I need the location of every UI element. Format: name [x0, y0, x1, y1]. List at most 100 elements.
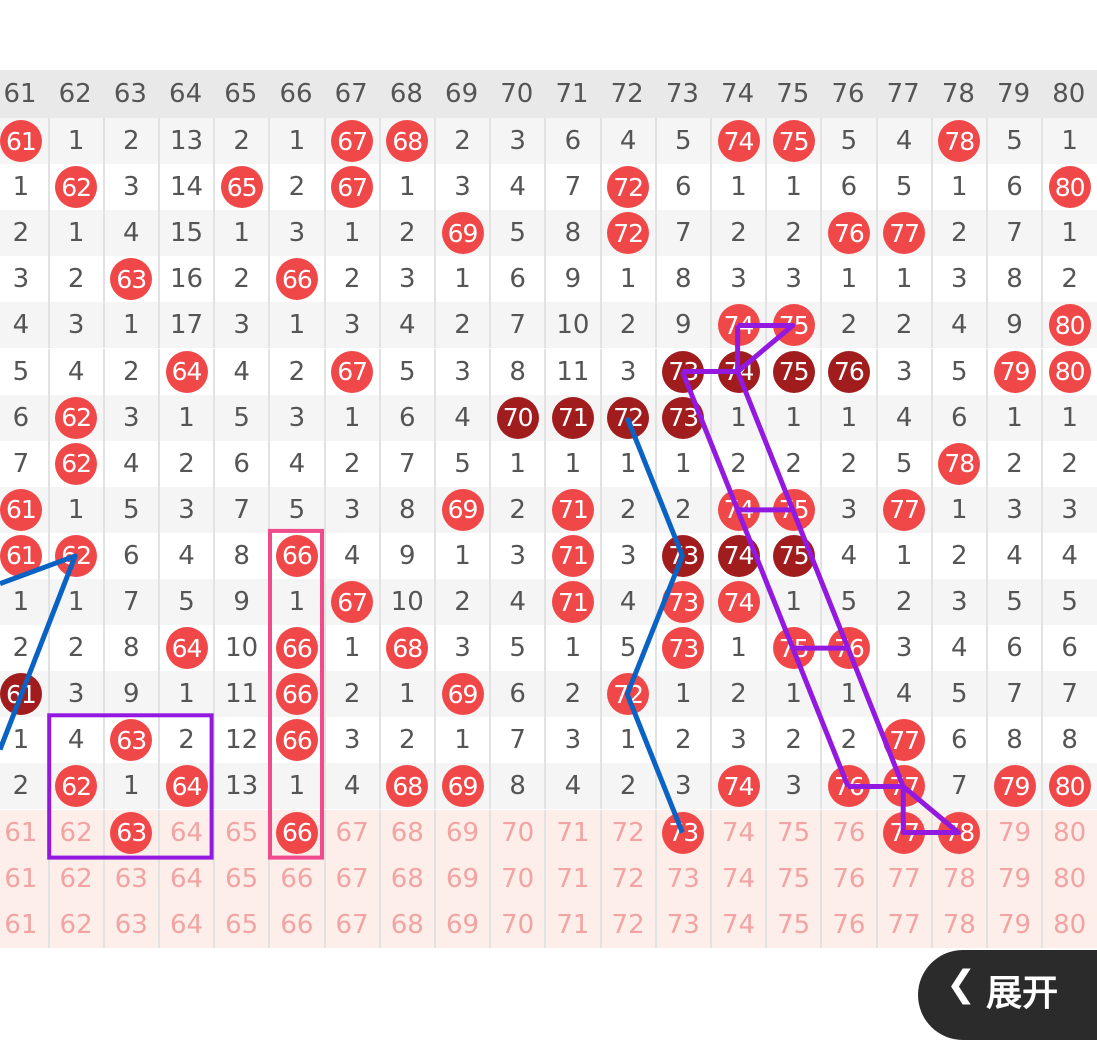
- omission-cell[interactable]: 4: [102, 210, 158, 257]
- omission-cell[interactable]: 2: [378, 717, 434, 764]
- omission-cell[interactable]: 2: [0, 210, 47, 256]
- omission-cell[interactable]: 80: [1041, 901, 1096, 948]
- omission-cell[interactable]: 3: [213, 302, 268, 349]
- number-cell[interactable]: 65: [213, 164, 268, 211]
- number-cell[interactable]: 68: [378, 118, 434, 164]
- omission-cell[interactable]: 9: [986, 302, 1041, 349]
- omission-cell[interactable]: 5: [1041, 579, 1096, 625]
- number-cell[interactable]: 67: [323, 164, 379, 211]
- omission-cell[interactable]: 11: [544, 348, 599, 395]
- omission-cell[interactable]: 1: [765, 579, 820, 625]
- omission-cell[interactable]: 3: [765, 256, 820, 303]
- number-cell[interactable]: 69: [434, 763, 489, 810]
- omission-cell[interactable]: 75: [765, 809, 820, 856]
- omission-cell[interactable]: 3: [0, 256, 47, 302]
- omission-cell[interactable]: 63: [102, 855, 158, 902]
- omission-cell[interactable]: 75: [765, 855, 820, 902]
- number-cell[interactable]: 77: [875, 486, 931, 533]
- omission-cell[interactable]: 5: [489, 625, 544, 672]
- omission-cell[interactable]: 7: [213, 486, 268, 533]
- omission-cell[interactable]: 2: [434, 302, 489, 349]
- omission-cell[interactable]: 64: [158, 809, 213, 856]
- omission-cell[interactable]: 5: [875, 440, 931, 487]
- omission-cell[interactable]: 2: [47, 625, 103, 672]
- number-cell[interactable]: 61: [0, 487, 47, 533]
- number-cell[interactable]: 79: [986, 348, 1041, 395]
- number-cell[interactable]: 75: [765, 302, 820, 349]
- omission-cell[interactable]: 1: [930, 164, 986, 211]
- number-cell[interactable]: 67: [323, 579, 379, 625]
- omission-cell[interactable]: 8: [986, 717, 1041, 764]
- omission-cell[interactable]: 2: [323, 440, 379, 487]
- omission-cell[interactable]: 3: [323, 717, 379, 764]
- omission-cell[interactable]: 8: [489, 763, 544, 810]
- omission-cell[interactable]: 73: [654, 855, 710, 902]
- number-cell[interactable]: 67: [323, 348, 379, 395]
- omission-cell[interactable]: 1: [875, 532, 931, 579]
- number-cell[interactable]: 73: [654, 579, 710, 625]
- omission-cell[interactable]: 2: [765, 210, 820, 257]
- omission-cell[interactable]: 1: [47, 118, 103, 164]
- number-cell[interactable]: 74: [710, 118, 765, 164]
- omission-cell[interactable]: 1: [544, 625, 599, 672]
- omission-cell[interactable]: 1: [599, 440, 655, 487]
- number-cell[interactable]: 68: [378, 763, 434, 810]
- omission-cell[interactable]: 5: [489, 210, 544, 257]
- omission-cell[interactable]: 61: [0, 902, 47, 948]
- omission-cell[interactable]: 69: [434, 855, 489, 902]
- omission-cell[interactable]: 4: [986, 532, 1041, 579]
- omission-cell[interactable]: 8: [1041, 717, 1096, 764]
- omission-cell[interactable]: 6: [654, 164, 710, 211]
- omission-cell[interactable]: 10: [544, 302, 599, 349]
- omission-cell[interactable]: 5: [820, 579, 875, 625]
- omission-cell[interactable]: 70: [489, 809, 544, 856]
- omission-cell[interactable]: 9: [213, 579, 268, 625]
- omission-cell[interactable]: 72: [599, 901, 655, 948]
- omission-cell[interactable]: 8: [986, 256, 1041, 303]
- omission-cell[interactable]: 2: [0, 625, 47, 671]
- number-cell[interactable]: 63: [102, 809, 158, 856]
- omission-cell[interactable]: 1: [268, 763, 323, 810]
- omission-cell[interactable]: 3: [654, 763, 710, 810]
- omission-cell[interactable]: 3: [599, 348, 655, 395]
- omission-cell[interactable]: 62: [47, 809, 103, 856]
- omission-cell[interactable]: 4: [489, 579, 544, 625]
- omission-cell[interactable]: 1: [158, 671, 213, 718]
- omission-cell[interactable]: 1: [0, 579, 47, 625]
- number-cell[interactable]: 80: [1041, 302, 1096, 349]
- omission-cell[interactable]: 17: [158, 302, 213, 349]
- omission-cell[interactable]: 74: [710, 855, 765, 902]
- expand-button[interactable]: ❮ 展开: [918, 950, 1097, 1040]
- omission-cell[interactable]: 2: [489, 486, 544, 533]
- omission-cell[interactable]: 8: [489, 348, 544, 395]
- omission-cell[interactable]: 2: [158, 717, 213, 764]
- number-cell[interactable]: 73: [654, 625, 710, 672]
- omission-cell[interactable]: 8: [544, 210, 599, 257]
- omission-cell[interactable]: 15: [158, 210, 213, 257]
- omission-cell[interactable]: 1: [654, 671, 710, 718]
- omission-cell[interactable]: 2: [930, 210, 986, 257]
- number-cell[interactable]: 72: [599, 394, 655, 441]
- omission-cell[interactable]: 74: [710, 809, 765, 856]
- omission-cell[interactable]: 71: [544, 901, 599, 948]
- number-cell[interactable]: 71: [544, 532, 599, 579]
- omission-cell[interactable]: 2: [213, 118, 268, 164]
- omission-cell[interactable]: 5: [213, 394, 268, 441]
- omission-cell[interactable]: 2: [654, 717, 710, 764]
- omission-cell[interactable]: 4: [213, 348, 268, 395]
- omission-cell[interactable]: 6: [544, 118, 599, 164]
- number-cell[interactable]: 61: [0, 671, 47, 717]
- omission-cell[interactable]: 1: [1041, 118, 1096, 164]
- omission-cell[interactable]: 4: [47, 348, 103, 395]
- number-cell[interactable]: 73: [654, 348, 710, 395]
- omission-cell[interactable]: 1: [47, 210, 103, 257]
- omission-cell[interactable]: 1: [158, 394, 213, 441]
- omission-cell[interactable]: 2: [820, 717, 875, 764]
- omission-cell[interactable]: 61: [0, 810, 47, 856]
- omission-cell[interactable]: 3: [1041, 486, 1096, 533]
- omission-cell[interactable]: 1: [654, 440, 710, 487]
- omission-cell[interactable]: 1: [378, 164, 434, 211]
- number-cell[interactable]: 74: [710, 348, 765, 395]
- number-cell[interactable]: 80: [1041, 763, 1096, 810]
- omission-cell[interactable]: 66: [268, 855, 323, 902]
